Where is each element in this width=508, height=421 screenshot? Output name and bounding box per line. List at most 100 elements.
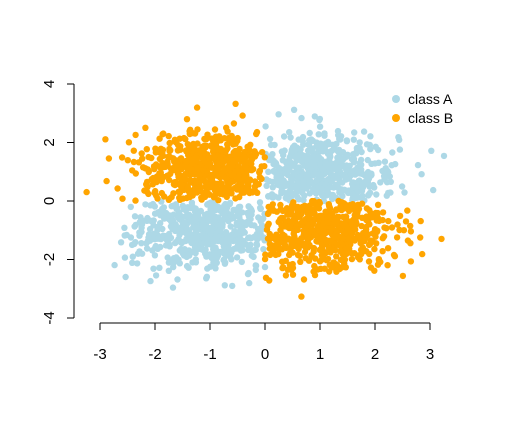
- data-point: [251, 178, 259, 185]
- data-point: [298, 114, 305, 122]
- data-point: [200, 167, 207, 174]
- data-point: [177, 155, 185, 162]
- data-point: [147, 277, 154, 285]
- data-point: [253, 241, 261, 249]
- data-point: [244, 270, 252, 278]
- data-point: [150, 265, 157, 272]
- y-tick-label: 4: [41, 80, 58, 88]
- data-point: [124, 157, 131, 164]
- data-point: [184, 184, 191, 191]
- data-point: [365, 258, 373, 265]
- x-tick-label: -2: [148, 346, 161, 363]
- data-point: [166, 235, 174, 242]
- data-point: [230, 157, 237, 164]
- data-point: [286, 154, 293, 161]
- data-point: [213, 205, 221, 212]
- data-point: [164, 158, 171, 165]
- data-point: [407, 222, 414, 230]
- data-point: [372, 143, 379, 150]
- data-point: [343, 138, 351, 145]
- data-point: [182, 229, 190, 237]
- data-point: [365, 175, 373, 182]
- data-point: [264, 222, 271, 230]
- data-point: [190, 170, 197, 177]
- data-point: [172, 139, 179, 146]
- data-point: [176, 189, 184, 196]
- data-point: [212, 265, 219, 272]
- data-point: [226, 189, 234, 197]
- data-point: [381, 224, 388, 231]
- data-point: [280, 133, 288, 140]
- data-point: [267, 251, 274, 259]
- data-point: [374, 261, 382, 268]
- data-point: [121, 254, 129, 261]
- data-point: [217, 156, 224, 163]
- data-point: [351, 224, 358, 231]
- data-point: [283, 190, 290, 197]
- data-point: [379, 209, 387, 216]
- data-point: [132, 131, 139, 139]
- x-tick-label: -1: [203, 346, 216, 363]
- data-point: [290, 212, 298, 219]
- data-point: [374, 209, 381, 217]
- data-point: [374, 227, 381, 234]
- data-point: [337, 136, 344, 143]
- data-point: [307, 178, 314, 185]
- data-point: [252, 262, 259, 269]
- data-point: [195, 211, 202, 219]
- data-point: [216, 190, 224, 197]
- data-point: [153, 244, 160, 251]
- data-point: [400, 227, 408, 234]
- data-point: [295, 245, 302, 252]
- data-point: [393, 234, 401, 241]
- data-point: [365, 191, 372, 198]
- data-point: [234, 167, 241, 174]
- data-point: [154, 195, 161, 202]
- data-point: [171, 158, 178, 165]
- data-point: [294, 237, 301, 244]
- data-point: [261, 255, 269, 263]
- data-point: [312, 201, 319, 208]
- data-point: [206, 184, 214, 191]
- data-point: [160, 232, 167, 239]
- data-point: [265, 168, 272, 175]
- data-point: [379, 248, 386, 255]
- data-point: [212, 244, 219, 251]
- data-point: [119, 195, 126, 202]
- data-point: [239, 247, 246, 254]
- data-point: [152, 149, 159, 156]
- data-point: [146, 225, 154, 233]
- x-tick-label: 2: [371, 346, 379, 363]
- data-point: [157, 164, 164, 171]
- data-point: [213, 253, 220, 260]
- data-point: [306, 129, 313, 137]
- data-point: [333, 140, 340, 147]
- data-point: [319, 148, 327, 155]
- data-point: [430, 186, 437, 194]
- data-point: [282, 242, 289, 249]
- data-point: [356, 145, 363, 152]
- data-point: [308, 227, 315, 234]
- data-point: [272, 242, 279, 249]
- data-point: [264, 235, 272, 242]
- data-point: [189, 218, 196, 225]
- data-point: [192, 259, 200, 266]
- data-point: [391, 253, 399, 260]
- data-point: [183, 116, 191, 123]
- data-point: [440, 152, 448, 160]
- data-point: [326, 204, 333, 211]
- data-point: [182, 175, 189, 182]
- data-point: [232, 100, 239, 108]
- data-point: [394, 221, 401, 228]
- data-point: [148, 176, 155, 183]
- data-point: [388, 224, 396, 231]
- y-tick-label: 0: [41, 197, 58, 205]
- data-point: [168, 257, 175, 265]
- data-point: [343, 167, 350, 174]
- data-point: [175, 256, 182, 263]
- y-tick-label: -4: [41, 311, 58, 324]
- data-point: [333, 253, 340, 260]
- data-point: [227, 223, 234, 230]
- data-point: [371, 245, 378, 253]
